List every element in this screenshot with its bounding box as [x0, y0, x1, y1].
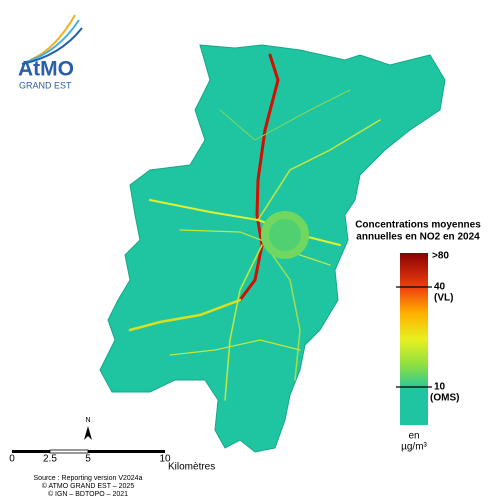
legend-label: 40 — [434, 282, 446, 293]
no2-map — [99, 44, 446, 453]
legend-label: 10 — [434, 382, 446, 393]
source: Source : Reporting version V2024a © ATMO… — [34, 475, 143, 498]
logo-region: GRAND EST — [19, 80, 72, 90]
source-line: © ATMO GRAND EST – 2025 — [42, 482, 135, 490]
north-label: N — [85, 417, 90, 424]
legend-title: annuelles en NO2 en 2024 — [356, 232, 480, 243]
color-ramp — [400, 253, 428, 425]
source-line: © IGN – BDTOPO – 2021 — [48, 490, 128, 498]
legend-title: Concentrations moyennes — [355, 220, 481, 231]
logo-name: AtMO — [18, 58, 74, 81]
scale-bar: 0 2.5 5 10 Kilomètres — [9, 449, 215, 473]
legend-unit: µg/m³ — [401, 442, 427, 453]
legend-label: (VL) — [434, 293, 453, 304]
logo: AtMO GRAND EST — [18, 14, 83, 90]
north-arrow: N — [84, 417, 92, 440]
source-line: Source : Reporting version V2024a — [34, 475, 143, 482]
legend-label: >80 — [432, 251, 449, 262]
legend-unit: en — [408, 431, 419, 442]
legend-label: (OMS) — [430, 393, 459, 404]
scale-label: 10 — [159, 454, 171, 465]
scale-label: 0 — [9, 454, 15, 465]
legend: Concentrations moyennes annuelles en NO2… — [355, 220, 481, 453]
scale-label: 5 — [85, 454, 91, 465]
scale-label: 2.5 — [43, 454, 57, 465]
scale-unit: Kilomètres — [168, 462, 215, 473]
